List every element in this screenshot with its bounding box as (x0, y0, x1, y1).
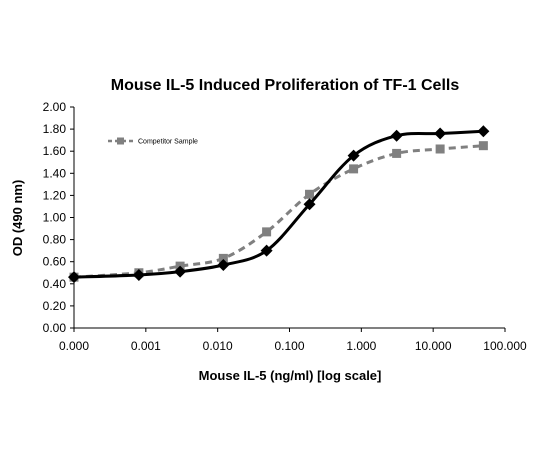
x-axis-ticks: 0.000 0.001 0.010 0.100 1.000 10.000 100.000 (59, 328, 527, 353)
data-point-diamond (477, 125, 490, 138)
data-point-diamond (260, 244, 273, 257)
x-tick-label: 1.000 (346, 339, 376, 353)
y-tick-label: 1.60 (43, 144, 67, 158)
data-point-diamond (347, 149, 360, 162)
x-tick-label: 0.010 (203, 339, 233, 353)
y-tick-label: 1.20 (43, 188, 67, 202)
data-point-square (392, 148, 402, 158)
data-point-square (349, 164, 359, 174)
data-point-diamond (174, 265, 187, 278)
y-axis-ticks: 0.00 0.20 0.40 0.60 0.80 1.00 1.20 1.40 1.60 1.80… (43, 100, 74, 335)
y-tick-label: 0.80 (43, 233, 67, 247)
data-point-square (435, 144, 445, 154)
y-tick-label: 0.60 (43, 255, 67, 269)
series-line-unlabeled (73, 129, 484, 279)
data-point-diamond (132, 268, 145, 281)
data-point-diamond (390, 129, 403, 142)
legend: Competitor Sample (108, 137, 198, 146)
plot-area: 0.00 0.20 0.40 0.60 0.80 1.00 1.20 1.40 1.60 1.80… (43, 100, 527, 353)
y-tick-label: 0.40 (43, 277, 67, 291)
y-tick-label: 1.40 (43, 166, 67, 180)
x-tick-label: 10.000 (415, 339, 452, 353)
legend-marker (117, 137, 124, 145)
data-point-square (262, 227, 272, 237)
series-line-competitor-sample (73, 144, 484, 279)
y-tick-label: 2.00 (43, 100, 67, 114)
y-axis-title: OD (490 nm) (10, 180, 25, 257)
data-point-square (218, 253, 228, 263)
series-layer (68, 125, 490, 284)
legend-label: Competitor Sample (138, 139, 198, 146)
data-point-square (478, 141, 488, 151)
chart-title: Mouse IL-5 Induced Proliferation of TF-1… (111, 77, 460, 94)
data-point-diamond (434, 127, 447, 140)
y-tick-label: 0.20 (43, 299, 67, 313)
y-tick-label: 1.00 (43, 211, 67, 225)
x-tick-label: 0.000 (59, 339, 89, 353)
x-tick-label: 100.000 (483, 339, 527, 353)
data-point-diamond (303, 198, 316, 211)
y-tick-label: 1.80 (43, 122, 67, 136)
x-tick-label: 0.100 (274, 339, 304, 353)
x-tick-label: 0.001 (131, 339, 161, 353)
y-tick-label: 0.00 (43, 321, 67, 335)
data-point-square (305, 189, 315, 199)
x-axis-title: Mouse IL-5 (ng/ml) [log scale] (199, 368, 382, 383)
data-point-diamond (68, 271, 80, 284)
data-point-diamond (217, 259, 230, 272)
